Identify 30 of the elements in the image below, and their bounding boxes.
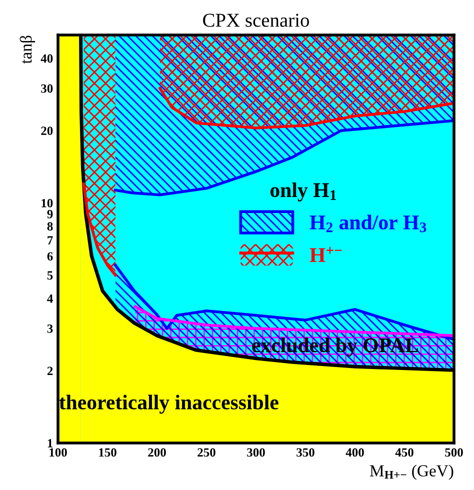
y-tick-label: 10: [42, 198, 53, 208]
y-tick-label: 2: [47, 366, 53, 376]
x-tick-label: 400: [346, 448, 364, 457]
y-tick-label: 20: [41, 126, 53, 136]
x-tick-label: 350: [296, 448, 314, 457]
line-series: [158, 86, 454, 130]
y-axis-title: tanβ: [20, 36, 36, 64]
y-tick-label: 3: [47, 324, 53, 333]
annotation: only H$_{1}$: [270, 182, 336, 202]
x-tick-label: 200: [148, 448, 166, 457]
x-axis-title: M$_{H+−}$ (GeV): [370, 464, 454, 480]
y-tick-label: 4: [47, 294, 53, 303]
x-tick-label: 100: [50, 448, 67, 457]
x-tick-label: 450: [395, 448, 414, 457]
y-tick-label: 8: [47, 222, 53, 231]
legend-label: H$_{2}$ and/or H$_{3}$: [310, 214, 426, 232]
x-tick-label: 250: [198, 448, 216, 457]
legend-label: H$^{+−}$: [310, 246, 342, 262]
y-tick-label: 9: [47, 210, 53, 218]
x-tick-label: 300: [247, 448, 265, 457]
y-tick-label: 40: [40, 54, 53, 63]
y-tick-label: 1: [48, 439, 52, 448]
chart-title: CPX scenario: [203, 14, 309, 27]
line-series: [82, 182, 117, 277]
y-tick-label: 6: [47, 252, 53, 261]
x-tick-label: 500: [445, 448, 463, 457]
y-tick-label: 30: [41, 84, 53, 93]
y-tick-label: 7: [48, 236, 53, 244]
y-tick-label: 5: [47, 271, 53, 280]
x-tick-label: 150: [99, 448, 116, 457]
